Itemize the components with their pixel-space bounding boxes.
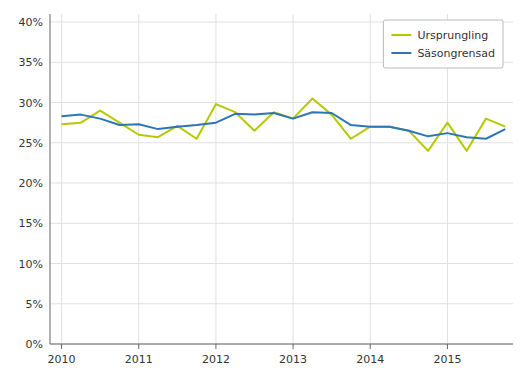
legend-label: Säsongrensad xyxy=(417,47,495,60)
chart: 0% 5% 10% 15% 20% 25% 30% 35% 40% 2010 2011 2012 201… xyxy=(0,0,529,378)
legend: Ursprungling Säsongrensad xyxy=(383,20,503,68)
x-tick xyxy=(447,344,448,349)
x-tick xyxy=(370,344,371,349)
y-tick-label: 40% xyxy=(19,16,43,29)
x-tick xyxy=(138,344,139,349)
series-line xyxy=(62,112,506,139)
x-grid-line xyxy=(138,14,139,344)
x-grid-line xyxy=(370,14,371,344)
plot-area xyxy=(62,99,506,151)
x-grid-line xyxy=(61,14,62,344)
y-grid-line xyxy=(50,223,513,224)
y-tick-label: 25% xyxy=(19,137,43,150)
x-grid-line xyxy=(215,14,216,344)
x-grid-line xyxy=(293,14,294,344)
y-tick-label: 0% xyxy=(26,338,43,351)
legend-swatch xyxy=(391,52,411,54)
y-axis-line xyxy=(50,14,51,344)
x-tick-label: 2014 xyxy=(356,353,384,366)
x-tick-label: 2013 xyxy=(279,353,307,366)
y-grid-line xyxy=(50,263,513,264)
x-tick-label: 2011 xyxy=(125,353,153,366)
y-tick-label: 30% xyxy=(19,97,43,110)
y-tick-label: 20% xyxy=(19,177,43,190)
y-grid-line xyxy=(50,344,513,345)
x-tick xyxy=(293,344,294,349)
y-tick-label: 5% xyxy=(26,298,43,311)
x-tick-label: 2015 xyxy=(433,353,461,366)
y-grid-line xyxy=(50,183,513,184)
x-tick-label: 2010 xyxy=(48,353,76,366)
grid xyxy=(50,14,513,344)
y-tick-label: 15% xyxy=(19,217,43,230)
y-tick-label: 10% xyxy=(19,258,43,271)
x-axis-line xyxy=(50,344,513,345)
y-tick-label: 35% xyxy=(19,56,43,69)
y-grid-line xyxy=(50,303,513,304)
series-line xyxy=(62,99,506,151)
x-tick xyxy=(61,344,62,349)
legend-box xyxy=(383,20,503,68)
y-grid-line xyxy=(50,102,513,103)
y-grid-line xyxy=(50,142,513,143)
legend-label: Ursprungling xyxy=(417,29,488,42)
legend-swatch xyxy=(391,34,411,36)
x-tick xyxy=(215,344,216,349)
x-tick-label: 2012 xyxy=(202,353,230,366)
